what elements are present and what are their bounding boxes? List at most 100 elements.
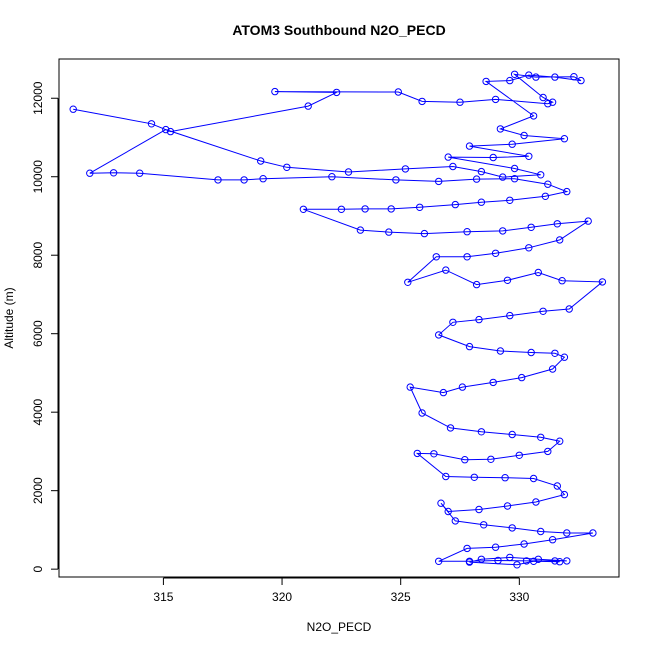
data-point — [565, 305, 573, 313]
data-point — [489, 378, 497, 387]
data-point — [418, 97, 426, 106]
y-axis: 0 2000 4000 6000 8000 10000 12000 — [31, 81, 59, 572]
data-point — [563, 557, 571, 565]
data-point — [463, 544, 471, 553]
data-point — [501, 474, 509, 482]
data-point — [515, 451, 523, 459]
data-point — [499, 227, 507, 235]
data-point — [451, 517, 459, 525]
data-point — [529, 557, 538, 565]
data-point — [404, 278, 412, 286]
data-point — [506, 311, 514, 320]
data-point — [416, 203, 424, 212]
data-point — [136, 169, 144, 177]
data-point — [551, 349, 559, 357]
data-point — [534, 555, 542, 563]
data-point — [496, 347, 505, 355]
data-point — [283, 163, 291, 172]
data-point — [503, 276, 512, 284]
x-tick-label: 330 — [509, 590, 529, 604]
data-point — [437, 499, 445, 507]
data-point — [356, 226, 365, 234]
data-point — [508, 140, 516, 148]
series-line — [73, 73, 604, 566]
data-point — [304, 102, 312, 110]
data-point — [477, 167, 486, 176]
y-axis-label: Altitude (m) — [2, 287, 16, 348]
data-point — [451, 200, 459, 209]
data-point — [259, 175, 267, 183]
data-point — [544, 447, 552, 456]
data-point — [257, 157, 265, 165]
data-point — [570, 73, 578, 81]
data-point — [499, 173, 507, 181]
data-point — [442, 266, 450, 274]
data-point — [109, 169, 118, 177]
x-tick-label: 315 — [153, 590, 173, 604]
data-point — [510, 164, 519, 173]
data-point — [463, 253, 471, 261]
data-point — [432, 253, 440, 261]
data-point — [392, 176, 400, 184]
data-point — [560, 353, 569, 361]
data-point — [491, 543, 500, 551]
x-tick-label: 320 — [272, 590, 292, 604]
data-point — [560, 490, 569, 499]
data-point — [548, 98, 557, 106]
data-point — [166, 127, 175, 136]
y-tick-label: 12000 — [31, 81, 45, 115]
data-point — [508, 524, 516, 532]
series-points — [69, 70, 607, 569]
data-point — [86, 169, 94, 177]
data-point — [406, 383, 414, 391]
data-point — [387, 205, 395, 213]
y-tick-label: 4000 — [31, 399, 45, 426]
data-point — [361, 205, 369, 213]
data-point — [69, 105, 77, 113]
data-point — [544, 100, 552, 108]
data-point — [465, 558, 474, 566]
data-point — [503, 502, 512, 510]
data-point — [551, 557, 559, 565]
data-point — [271, 87, 279, 96]
data-point — [477, 555, 486, 563]
data-point — [553, 482, 561, 490]
data-point — [465, 142, 474, 150]
data-point — [475, 505, 483, 514]
data-point — [482, 77, 490, 86]
data-point — [299, 205, 308, 214]
data-point — [337, 205, 346, 214]
data-point — [461, 456, 469, 464]
data-point — [491, 95, 500, 104]
data-point — [527, 348, 535, 357]
data-point — [439, 388, 448, 397]
data-point — [491, 249, 500, 258]
data-point — [401, 165, 410, 173]
data-point — [494, 556, 502, 565]
data-point — [162, 125, 170, 134]
data-point — [518, 373, 526, 382]
data-point — [556, 558, 564, 566]
x-axis-label: N2O_PECD — [307, 620, 372, 634]
data-point — [539, 307, 547, 315]
data-point — [548, 365, 557, 373]
data-point — [525, 152, 533, 161]
data-point — [534, 268, 542, 277]
data-point — [435, 331, 443, 339]
data-point — [544, 180, 552, 188]
x-tick-label: 325 — [391, 590, 411, 604]
data-point — [240, 176, 248, 184]
data-point — [525, 71, 533, 79]
y-tick-label: 8000 — [31, 242, 45, 269]
data-point — [328, 173, 336, 181]
data-point — [506, 76, 514, 85]
data-point — [506, 196, 514, 205]
data-point — [539, 93, 547, 102]
data-point — [344, 168, 353, 176]
data-point — [435, 177, 443, 186]
data-point — [472, 175, 481, 183]
data-point — [577, 76, 585, 85]
data-point — [214, 176, 222, 184]
y-tick-label: 10000 — [31, 160, 45, 194]
